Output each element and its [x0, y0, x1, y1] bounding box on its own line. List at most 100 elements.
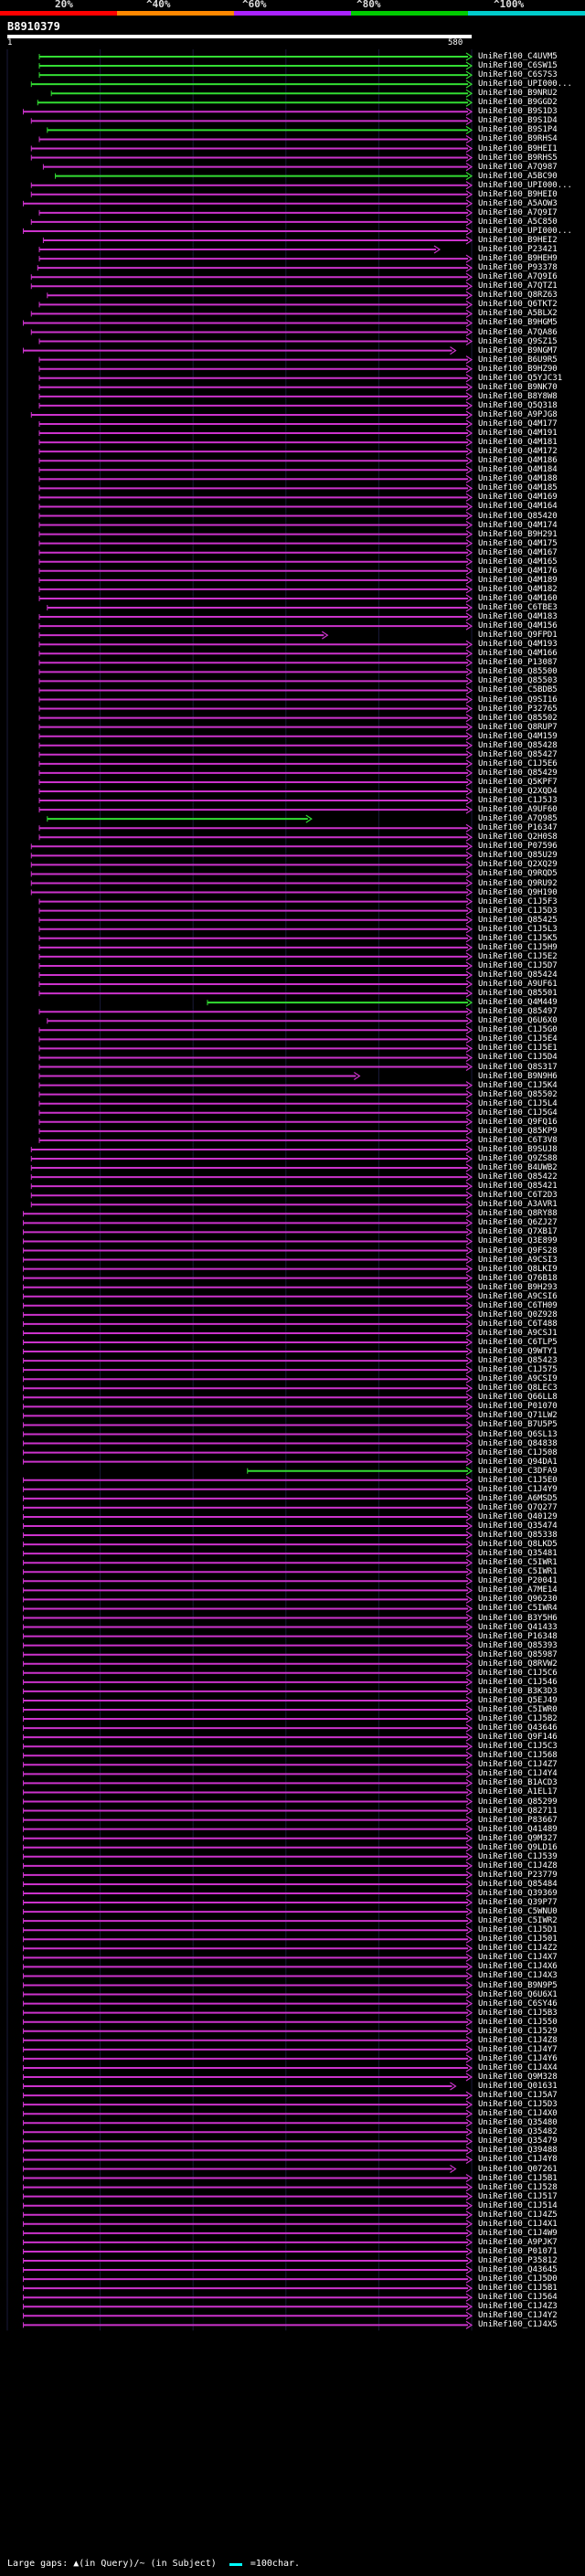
hit-label[interactable]: UniRef100_Q4M164: [478, 502, 558, 512]
hit-label[interactable]: UniRef100_Q85502: [478, 1089, 558, 1099]
hit-label[interactable]: UniRef100_A7Q9I6: [478, 272, 558, 282]
hit-label[interactable]: UniRef100_Q35479: [478, 2136, 558, 2147]
hit-label[interactable]: UniRef100_Q85987: [478, 1649, 558, 1659]
hit-label[interactable]: UniRef100_C1J4Z2: [478, 1944, 558, 1954]
hit-label[interactable]: UniRef100_Q2XQD4: [478, 787, 558, 796]
hit-label[interactable]: UniRef100_C1J4Z7: [478, 1760, 558, 1770]
hit-label[interactable]: UniRef100_A9UF61: [478, 980, 558, 990]
hit-label[interactable]: UniRef100_Q4M160: [478, 593, 558, 603]
hit-label[interactable]: UniRef100_Q4M174: [478, 520, 558, 530]
hit-label[interactable]: UniRef100_A7QA86: [478, 327, 558, 337]
hit-label[interactable]: UniRef100_Q4M189: [478, 575, 558, 585]
hit-label[interactable]: UniRef100_Q4M175: [478, 538, 558, 548]
hit-label[interactable]: UniRef100_Q85422: [478, 1172, 558, 1182]
hit-label[interactable]: UniRef100_C3DFA9: [478, 1466, 558, 1476]
hit-label[interactable]: UniRef100_B9SUJ8: [478, 1144, 558, 1154]
hit-label[interactable]: UniRef100_Q4M186: [478, 456, 558, 466]
hit-label[interactable]: UniRef100_P16348: [478, 1631, 558, 1641]
hit-label[interactable]: UniRef100_Q4M184: [478, 465, 558, 475]
hit-label[interactable]: UniRef100_P23779: [478, 1870, 558, 1880]
hit-label[interactable]: UniRef100_B3K3D3: [478, 1686, 558, 1696]
hit-label[interactable]: UniRef100_Q85502: [478, 713, 558, 723]
hit-label[interactable]: UniRef100_C1J4Z5: [478, 2210, 558, 2220]
hit-label[interactable]: UniRef100_C1J575: [478, 1365, 558, 1375]
hit-label[interactable]: UniRef100_C1J5E1: [478, 1044, 558, 1054]
hit-label[interactable]: UniRef100_B8Y8W8: [478, 391, 558, 401]
hit-label[interactable]: UniRef100_Q35474: [478, 1521, 558, 1531]
hit-label[interactable]: UniRef100_A5BC90: [478, 171, 558, 181]
hit-label[interactable]: UniRef100_A6MSD5: [478, 1493, 558, 1503]
hit-label[interactable]: UniRef100_A5AOW3: [478, 198, 558, 208]
hit-label[interactable]: UniRef100_Q94DA1: [478, 1457, 558, 1467]
hit-label[interactable]: UniRef100_Q35481: [478, 1549, 558, 1559]
hit-label[interactable]: UniRef100_C1J5E6: [478, 758, 558, 769]
hit-label[interactable]: UniRef100_C1J5F3: [478, 896, 558, 906]
hit-label[interactable]: UniRef100_C1J4X7: [478, 1953, 558, 1963]
hit-label[interactable]: UniRef100_C1J517: [478, 2191, 558, 2201]
hit-label[interactable]: UniRef100_P93378: [478, 263, 558, 273]
hit-label[interactable]: UniRef100_Q6U6X1: [478, 1989, 558, 1999]
hit-label[interactable]: UniRef100_Q96230: [478, 1595, 558, 1605]
hit-label[interactable]: UniRef100_C6TH09: [478, 1300, 558, 1310]
hit-label[interactable]: UniRef100_Q85424: [478, 970, 558, 980]
hit-label[interactable]: UniRef100_C1J5L4: [478, 1098, 558, 1108]
hit-label[interactable]: UniRef100_A9CSI9: [478, 1374, 558, 1384]
hit-label[interactable]: UniRef100_C1J4Y8: [478, 2155, 558, 2165]
hit-label[interactable]: UniRef100_Q4M166: [478, 649, 558, 659]
hit-label[interactable]: UniRef100_C1J564: [478, 2293, 558, 2303]
hit-label[interactable]: UniRef100_Q5KPF7: [478, 777, 558, 787]
hit-label[interactable]: UniRef100_C5IWR1: [478, 1558, 558, 1568]
hit-label[interactable]: UniRef100_C6TLP5: [478, 1338, 558, 1347]
hit-label[interactable]: UniRef100_Q6ZJ27: [478, 1218, 558, 1228]
hit-label[interactable]: UniRef100_Q8LKD5: [478, 1540, 558, 1550]
hit-label[interactable]: UniRef100_Q39P77: [478, 1898, 558, 1908]
hit-label[interactable]: UniRef100_Q43646: [478, 1723, 558, 1733]
hit-label[interactable]: UniRef100_B9HGM5: [478, 318, 558, 328]
hit-label[interactable]: UniRef100_A5BLX2: [478, 309, 558, 319]
hit-label[interactable]: UniRef100_B4UWB2: [478, 1163, 558, 1173]
hit-label[interactable]: UniRef100_Q3E899: [478, 1236, 558, 1246]
hit-label[interactable]: UniRef100_C1J5B1: [478, 2173, 558, 2183]
hit-label[interactable]: UniRef100_Q5Q318: [478, 400, 558, 410]
hit-label[interactable]: UniRef100_Q4M185: [478, 483, 558, 493]
hit-label[interactable]: UniRef100_P13087: [478, 658, 558, 668]
hit-label[interactable]: UniRef100_A9CSJ1: [478, 1328, 558, 1338]
hit-label[interactable]: UniRef100_Q5EJ49: [478, 1695, 558, 1705]
hit-label[interactable]: UniRef100_B9H291: [478, 529, 558, 539]
hit-label[interactable]: UniRef100_C1J539: [478, 1851, 558, 1861]
hit-label[interactable]: UniRef100_Q4M193: [478, 640, 558, 650]
hit-label[interactable]: UniRef100_B9S1D4: [478, 116, 558, 126]
hit-label[interactable]: UniRef100_Q9ZS88: [478, 1154, 558, 1163]
hit-label[interactable]: UniRef100_Q9WTY1: [478, 1347, 558, 1357]
hit-label[interactable]: UniRef100_C1J4X4: [478, 2062, 558, 2072]
hit-label[interactable]: UniRef100_A1EL17: [478, 1787, 558, 1797]
hit-label[interactable]: UniRef100_C1J4X6: [478, 1962, 558, 1972]
hit-label[interactable]: UniRef100_Q85484: [478, 1879, 558, 1889]
hit-label[interactable]: UniRef100_Q4M169: [478, 493, 558, 503]
hit-label[interactable]: UniRef100_A3AVR1: [478, 1200, 558, 1210]
hit-label[interactable]: UniRef100_Q4M177: [478, 419, 558, 429]
hit-label[interactable]: UniRef100_Q85393: [478, 1640, 558, 1650]
hit-label[interactable]: UniRef100_C1J5G0: [478, 1025, 558, 1035]
hit-label[interactable]: UniRef100_C1J5B1: [478, 2284, 558, 2294]
hit-label[interactable]: UniRef100_Q8RVW2: [478, 1659, 558, 1669]
hit-label[interactable]: UniRef100_Q43645: [478, 2265, 558, 2275]
hit-label[interactable]: UniRef100_C1J5D3: [478, 2100, 558, 2110]
hit-label[interactable]: UniRef100_Q8LKI9: [478, 1264, 558, 1274]
hit-label[interactable]: UniRef100_C1J5D0: [478, 2274, 558, 2284]
hit-label[interactable]: UniRef100_Q85423: [478, 1356, 558, 1366]
hit-label[interactable]: UniRef100_C5IWR1: [478, 1567, 558, 1577]
hit-label[interactable]: UniRef100_Q9M327: [478, 1833, 558, 1843]
hit-label[interactable]: UniRef100_C1J5D3: [478, 906, 558, 916]
hit-label[interactable]: UniRef100_Q85338: [478, 1531, 558, 1541]
hit-label[interactable]: UniRef100_A7ME14: [478, 1585, 558, 1595]
hit-label[interactable]: UniRef100_Q9FS28: [478, 1246, 558, 1256]
hit-label[interactable]: UniRef100_A9CSI3: [478, 1255, 558, 1265]
hit-label[interactable]: UniRef100_B3Y5H6: [478, 1613, 558, 1623]
hit-label[interactable]: UniRef100_C1J5K4: [478, 1080, 558, 1090]
hit-label[interactable]: UniRef100_Q9FPD1: [478, 631, 558, 641]
hit-label[interactable]: UniRef100_B1ACD3: [478, 1778, 558, 1788]
hit-label[interactable]: UniRef100_C6TBE3: [478, 603, 558, 612]
hit-label[interactable]: UniRef100_UPI000...: [478, 226, 572, 236]
hit-label[interactable]: UniRef100_B9RHS4: [478, 134, 558, 144]
